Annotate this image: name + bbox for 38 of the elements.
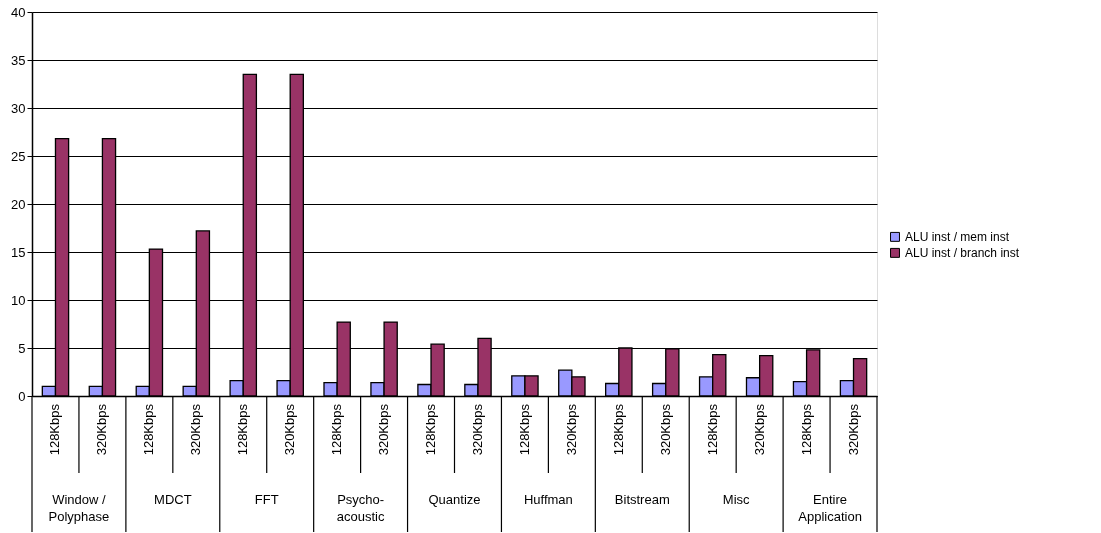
- x-tick-label: 320Kbps: [469, 403, 485, 456]
- x-tick-label: 128Kbps: [47, 403, 63, 456]
- text: Window / Polyphase: [48, 492, 110, 524]
- x-tick-label: 320Kbps: [657, 403, 673, 456]
- x-tick-label: 320Kbps: [94, 403, 110, 456]
- y-tick-label: 35: [11, 52, 26, 68]
- x-tick-label: 128Kbps: [704, 403, 720, 456]
- x-tick-label: 320Kbps: [751, 403, 767, 456]
- text: Psycho-acoustic: [336, 492, 385, 524]
- x-tick-label: 128Kbps: [423, 403, 439, 456]
- x-tick-label: 320Kbps: [282, 403, 298, 456]
- y-tick-label: 0: [18, 388, 26, 404]
- x-tick-label: 320Kbps: [563, 403, 579, 456]
- legend-label: ALU inst / mem inst: [905, 229, 1010, 244]
- text: Quantize: [428, 492, 481, 507]
- y-tick-label: 25: [11, 148, 26, 164]
- y-tick-label: 10: [11, 292, 26, 308]
- legend-label: ALU inst / branch inst: [905, 245, 1020, 260]
- y-tick-label: 20: [11, 196, 26, 212]
- text: MDCT: [154, 492, 192, 507]
- text: Misc: [722, 492, 751, 507]
- y-tick-label: 40: [11, 4, 26, 20]
- x-tick-label: 128Kbps: [141, 403, 157, 456]
- text: Huffman: [523, 492, 573, 507]
- x-tick-label: 320Kbps: [845, 403, 861, 456]
- text: Bitstream: [614, 492, 670, 507]
- x-tick-label: 128Kbps: [329, 403, 345, 456]
- text: Entire Application: [798, 492, 862, 524]
- y-tick-label: 30: [11, 100, 26, 116]
- x-tick-label: 128Kbps: [516, 403, 532, 456]
- x-tick-label: 128Kbps: [798, 403, 814, 456]
- y-tick-label: 15: [11, 244, 26, 260]
- text: FFT: [254, 492, 279, 507]
- x-tick-label: 128Kbps: [610, 403, 626, 456]
- x-tick-label: 320Kbps: [188, 403, 204, 456]
- y-tick-label: 5: [18, 340, 26, 356]
- x-tick-label: 128Kbps: [235, 403, 251, 456]
- x-tick-label: 320Kbps: [376, 403, 392, 456]
